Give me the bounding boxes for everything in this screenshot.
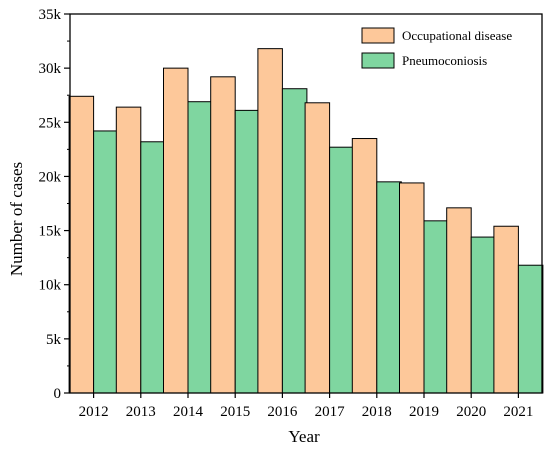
- x-axis-title: Year: [288, 427, 320, 446]
- bar-occupational-disease-2013: [115, 106, 142, 394]
- bar-occupational-disease-2017: [304, 102, 331, 394]
- bar-pneumoconiosis-2021: [517, 264, 544, 394]
- bar-occupational-disease-2012: [68, 95, 95, 394]
- bar-occupational-disease-2018: [351, 138, 378, 394]
- y-tick-label-5000: 5k: [46, 332, 62, 348]
- bar-pneumoconiosis-2013: [140, 141, 166, 394]
- y-tick-label-10000: 10k: [39, 278, 62, 294]
- bar-occupational-disease-2016: [257, 48, 283, 394]
- legend-label-occupational-disease: Occupational disease: [402, 28, 512, 43]
- legend-label-pneumoconiosis: Pneumoconiosis: [402, 53, 487, 68]
- legend-swatch-pneumoconiosis: [361, 52, 395, 69]
- bar-pneumoconiosis-2017: [329, 146, 355, 394]
- y-axis-title: Number of cases: [7, 162, 26, 276]
- bar-occupational-disease-2014: [163, 67, 189, 394]
- y-tick-label-15000: 15k: [39, 224, 62, 240]
- bar-occupational-disease-2015: [210, 76, 236, 394]
- bar-pneumoconiosis-2012: [93, 130, 119, 394]
- x-tick-label-2015: 2015: [220, 404, 250, 420]
- x-tick-label-2021: 2021: [503, 404, 533, 420]
- x-tick-label-2013: 2013: [126, 404, 156, 420]
- x-tick-label-2014: 2014: [173, 404, 204, 420]
- bar-pneumoconiosis-2019: [423, 220, 449, 394]
- bar-pneumoconiosis-2020: [470, 236, 497, 394]
- x-tick-label-2019: 2019: [409, 404, 439, 420]
- bar-pneumoconiosis-2016: [281, 88, 308, 394]
- y-tick-label-20000: 20k: [39, 169, 62, 185]
- bar-occupational-disease-2019: [399, 182, 425, 394]
- bar-pneumoconiosis-2015: [234, 109, 261, 394]
- x-tick-label-2018: 2018: [362, 404, 392, 420]
- y-tick-label-0: 0: [54, 386, 62, 402]
- legend: Occupational disease Pneumoconiosis: [361, 27, 512, 69]
- bar-pneumoconiosis-2014: [187, 101, 213, 394]
- x-tick-label-2020: 2020: [456, 404, 486, 420]
- plot-area: 0 5k 10k 15k 20k 25k 30k 35k 2012 2013 2014 2015 201…: [39, 7, 544, 420]
- legend-swatch-occupational-disease: [361, 27, 395, 44]
- y-tick-label-35000: 35k: [39, 7, 62, 23]
- x-tick-label-2017: 2017: [315, 404, 346, 420]
- x-tick-label-2012: 2012: [79, 404, 109, 420]
- y-tick-label-25000: 25k: [39, 115, 62, 131]
- y-tick-label-30000: 30k: [39, 61, 62, 77]
- bar-occupational-disease-2021: [493, 225, 519, 394]
- bar-pneumoconiosis-2018: [376, 181, 402, 394]
- bar-occupational-disease-2020: [446, 207, 472, 394]
- x-tick-label-2016: 2016: [267, 404, 298, 420]
